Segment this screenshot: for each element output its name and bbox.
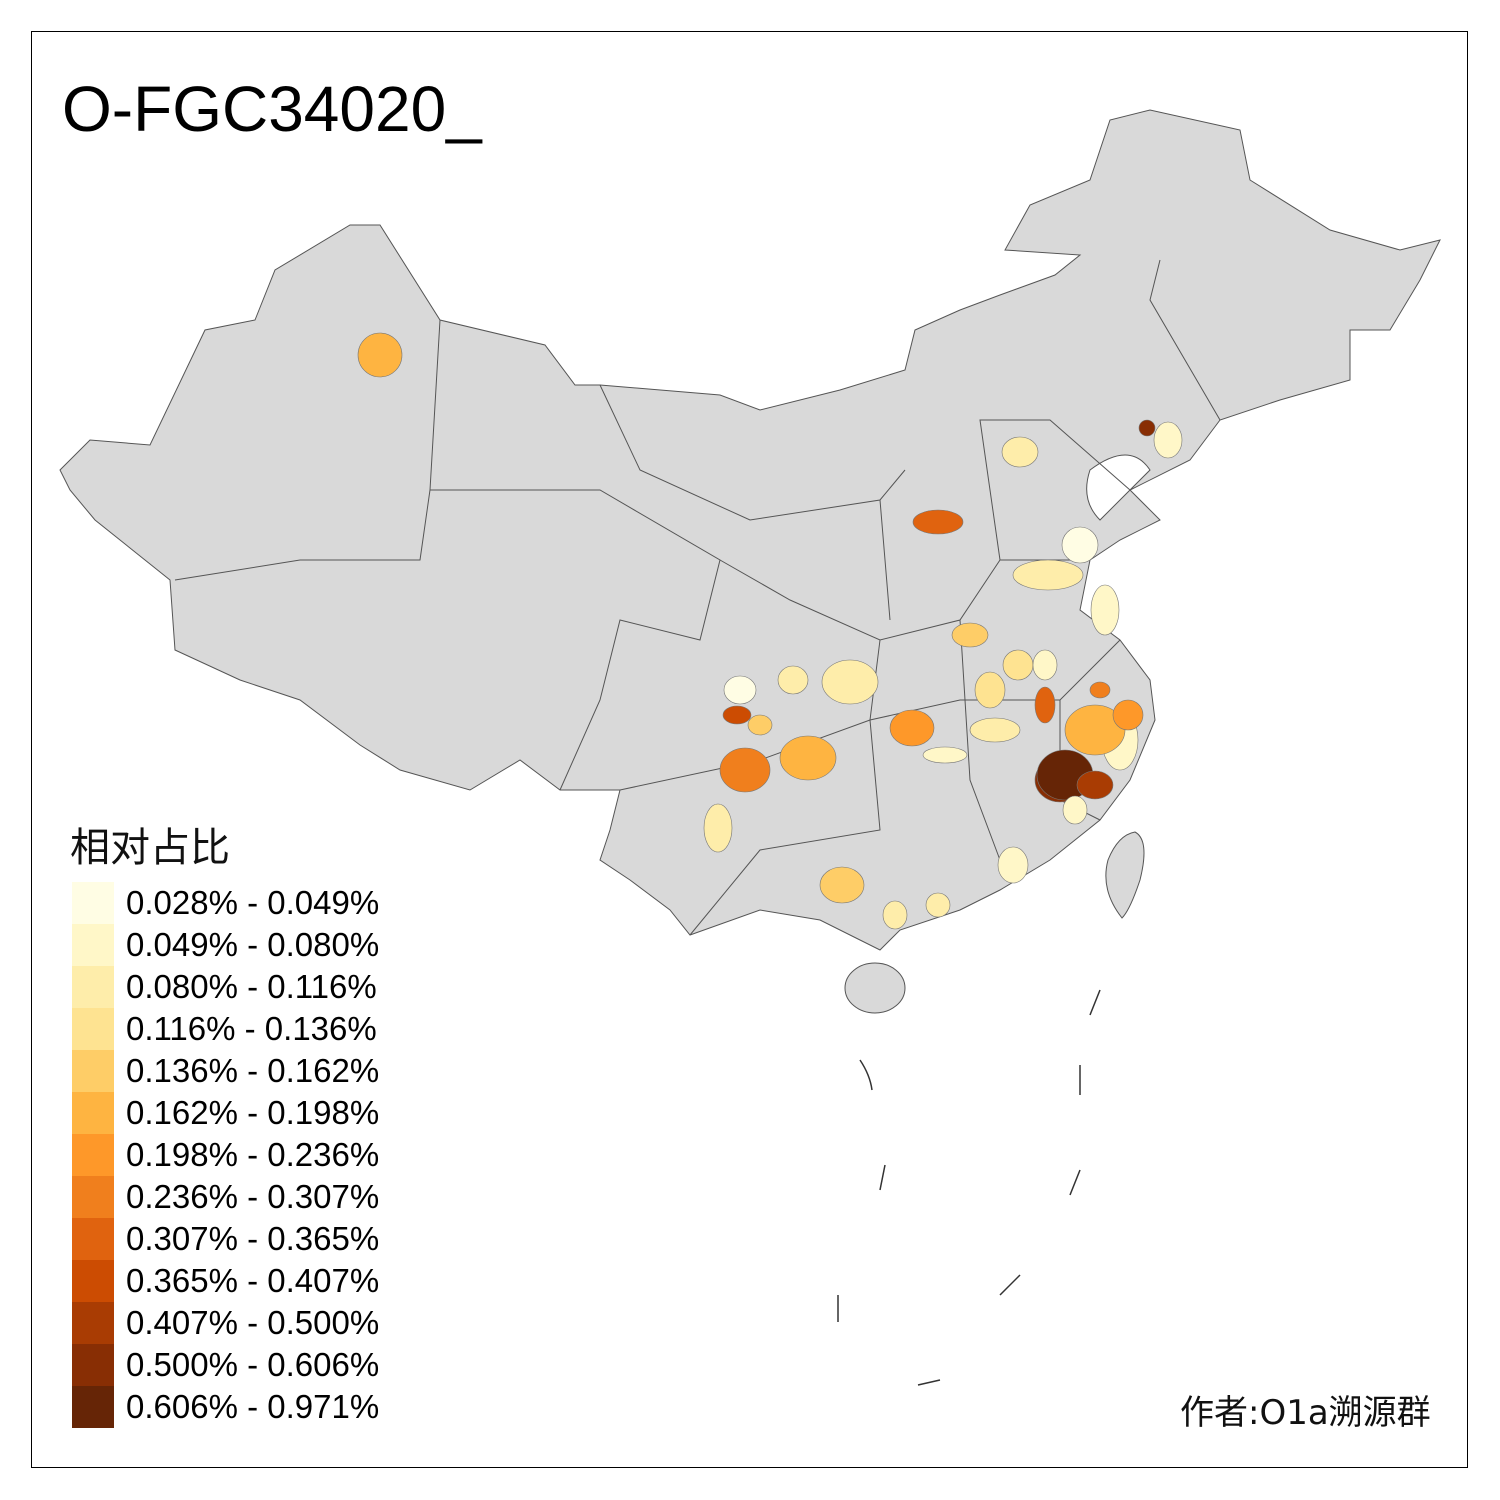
legend-item: 0.606% - 0.971% xyxy=(72,1386,379,1428)
region-fill xyxy=(357,332,403,378)
region-fill xyxy=(1089,681,1111,699)
legend-item: 0.116% - 0.136% xyxy=(72,1008,379,1050)
legend-item: 0.407% - 0.500% xyxy=(72,1302,379,1344)
legend-label: 0.028% - 0.049% xyxy=(126,884,380,921)
legend-item: 0.198% - 0.236% xyxy=(72,1134,379,1176)
region-fill xyxy=(723,675,757,705)
legend-label: 0.116% - 0.136% xyxy=(126,1010,377,1047)
bohai-sea xyxy=(1086,454,1151,521)
region-fills xyxy=(357,332,1183,930)
region-fill xyxy=(777,665,809,695)
region-fill xyxy=(951,622,989,648)
china-outline xyxy=(59,109,1441,951)
region-fill xyxy=(922,746,968,764)
legend-label: 0.407% - 0.500% xyxy=(126,1304,380,1341)
region-fill xyxy=(1032,649,1058,681)
region-fill xyxy=(889,709,935,747)
region-fill xyxy=(1062,795,1088,825)
region-fill xyxy=(997,846,1029,884)
region-fill xyxy=(1138,419,1156,437)
legend-title: 相对占比 xyxy=(70,825,230,871)
region-fill xyxy=(747,714,773,736)
legend-swatch xyxy=(72,1218,114,1260)
legend-swatch xyxy=(72,1386,114,1428)
legend-item: 0.162% - 0.198% xyxy=(72,1092,379,1134)
legend-swatch xyxy=(72,1344,114,1386)
region-fill xyxy=(819,866,865,904)
legend-label: 0.236% - 0.307% xyxy=(126,1178,380,1215)
region-fill xyxy=(969,717,1021,743)
legend-swatch xyxy=(72,924,114,966)
region-fill xyxy=(1061,526,1099,564)
legend: 0.028% - 0.049% 0.049% - 0.080% 0.080% - 0… xyxy=(72,882,379,1428)
frame-border xyxy=(31,31,1468,1468)
region-fill xyxy=(1012,559,1084,591)
legend-swatch xyxy=(72,1260,114,1302)
legend-swatch xyxy=(72,1050,114,1092)
legend-item: 0.236% - 0.307% xyxy=(72,1176,379,1218)
region-fill xyxy=(1002,649,1034,681)
region-fill xyxy=(722,705,752,725)
region-fill xyxy=(1001,436,1039,468)
region-fill xyxy=(925,892,951,918)
region-fill xyxy=(1153,421,1183,459)
legend-swatch xyxy=(72,1008,114,1050)
legend-item: 0.500% - 0.606% xyxy=(72,1344,379,1386)
legend-swatch xyxy=(72,1092,114,1134)
legend-item: 0.365% - 0.407% xyxy=(72,1260,379,1302)
legend-swatch xyxy=(72,1176,114,1218)
legend-label: 0.198% - 0.236% xyxy=(126,1136,380,1173)
legend-label: 0.365% - 0.407% xyxy=(126,1262,380,1299)
legend-label: 0.049% - 0.080% xyxy=(126,926,380,963)
region-fill xyxy=(1090,584,1120,636)
region-fill xyxy=(779,735,837,781)
legend-label: 0.307% - 0.365% xyxy=(126,1220,380,1257)
region-fill xyxy=(882,900,908,930)
legend-swatch xyxy=(72,1302,114,1344)
region-fill xyxy=(912,509,964,535)
legend-swatch xyxy=(72,966,114,1008)
legend-label: 0.500% - 0.606% xyxy=(126,1346,380,1383)
legend-swatch xyxy=(72,882,114,924)
map-title: O-FGC34020_ xyxy=(62,73,482,145)
region-fill xyxy=(974,671,1006,709)
province-borders xyxy=(174,259,1221,936)
legend-swatch xyxy=(72,1134,114,1176)
region-fill xyxy=(1034,686,1056,724)
south-china-sea-islands xyxy=(837,989,1101,1386)
legend-label: 0.606% - 0.971% xyxy=(126,1388,380,1425)
legend-item: 0.080% - 0.116% xyxy=(72,966,379,1008)
taiwan-island xyxy=(1105,831,1145,919)
legend-item: 0.136% - 0.162% xyxy=(72,1050,379,1092)
legend-item: 0.049% - 0.080% xyxy=(72,924,379,966)
author-credit: 作者:O1a溯源群 xyxy=(1180,1393,1431,1433)
region-fill xyxy=(719,747,771,793)
legend-label: 0.162% - 0.198% xyxy=(126,1094,380,1131)
legend-item: 0.028% - 0.049% xyxy=(72,882,379,924)
legend-item: 0.307% - 0.365% xyxy=(72,1218,379,1260)
region-fill xyxy=(1076,770,1114,800)
region-fill xyxy=(1112,699,1144,731)
legend-label: 0.080% - 0.116% xyxy=(126,968,377,1005)
region-fill xyxy=(703,803,733,853)
hainan-island xyxy=(844,962,906,1014)
region-fill xyxy=(821,659,879,705)
legend-label: 0.136% - 0.162% xyxy=(126,1052,380,1089)
